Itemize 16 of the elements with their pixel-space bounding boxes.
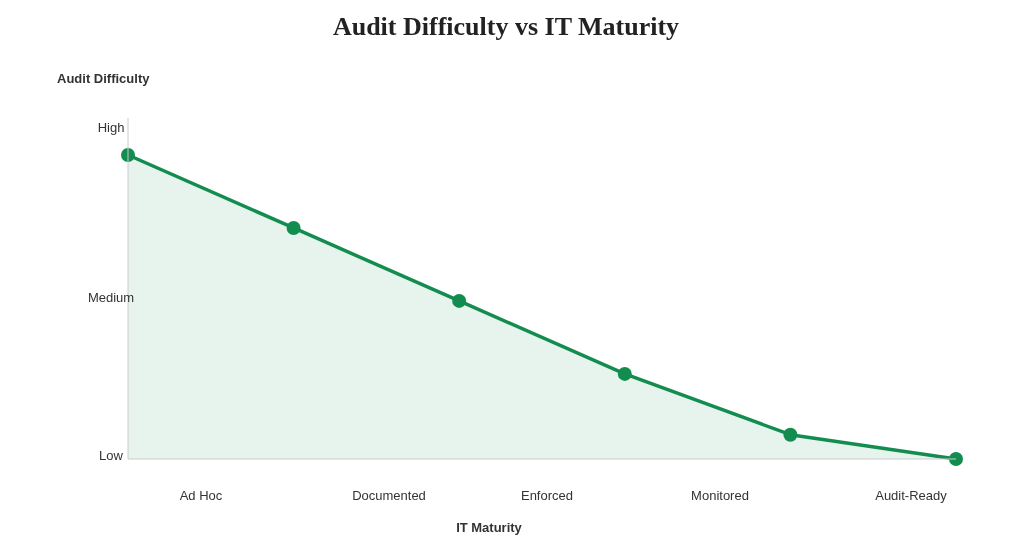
point [783,427,798,442]
chart-title: Audit Difficulty vs IT Maturity [332,12,680,41]
text: Ad Hoc [179,487,223,503]
point [949,452,963,466]
point [617,366,632,381]
text: Monitored [691,487,749,503]
text: Documented [352,487,426,503]
point [452,293,467,308]
x-axis-title: IT Maturity [456,520,523,535]
text: High [97,119,125,135]
text: Enforced [520,487,574,503]
point [286,220,301,235]
text: Low [99,447,124,463]
text: Audit-Ready [875,487,948,503]
text: Audit Difficulty [57,70,151,86]
annotation: Medium [87,289,135,305]
